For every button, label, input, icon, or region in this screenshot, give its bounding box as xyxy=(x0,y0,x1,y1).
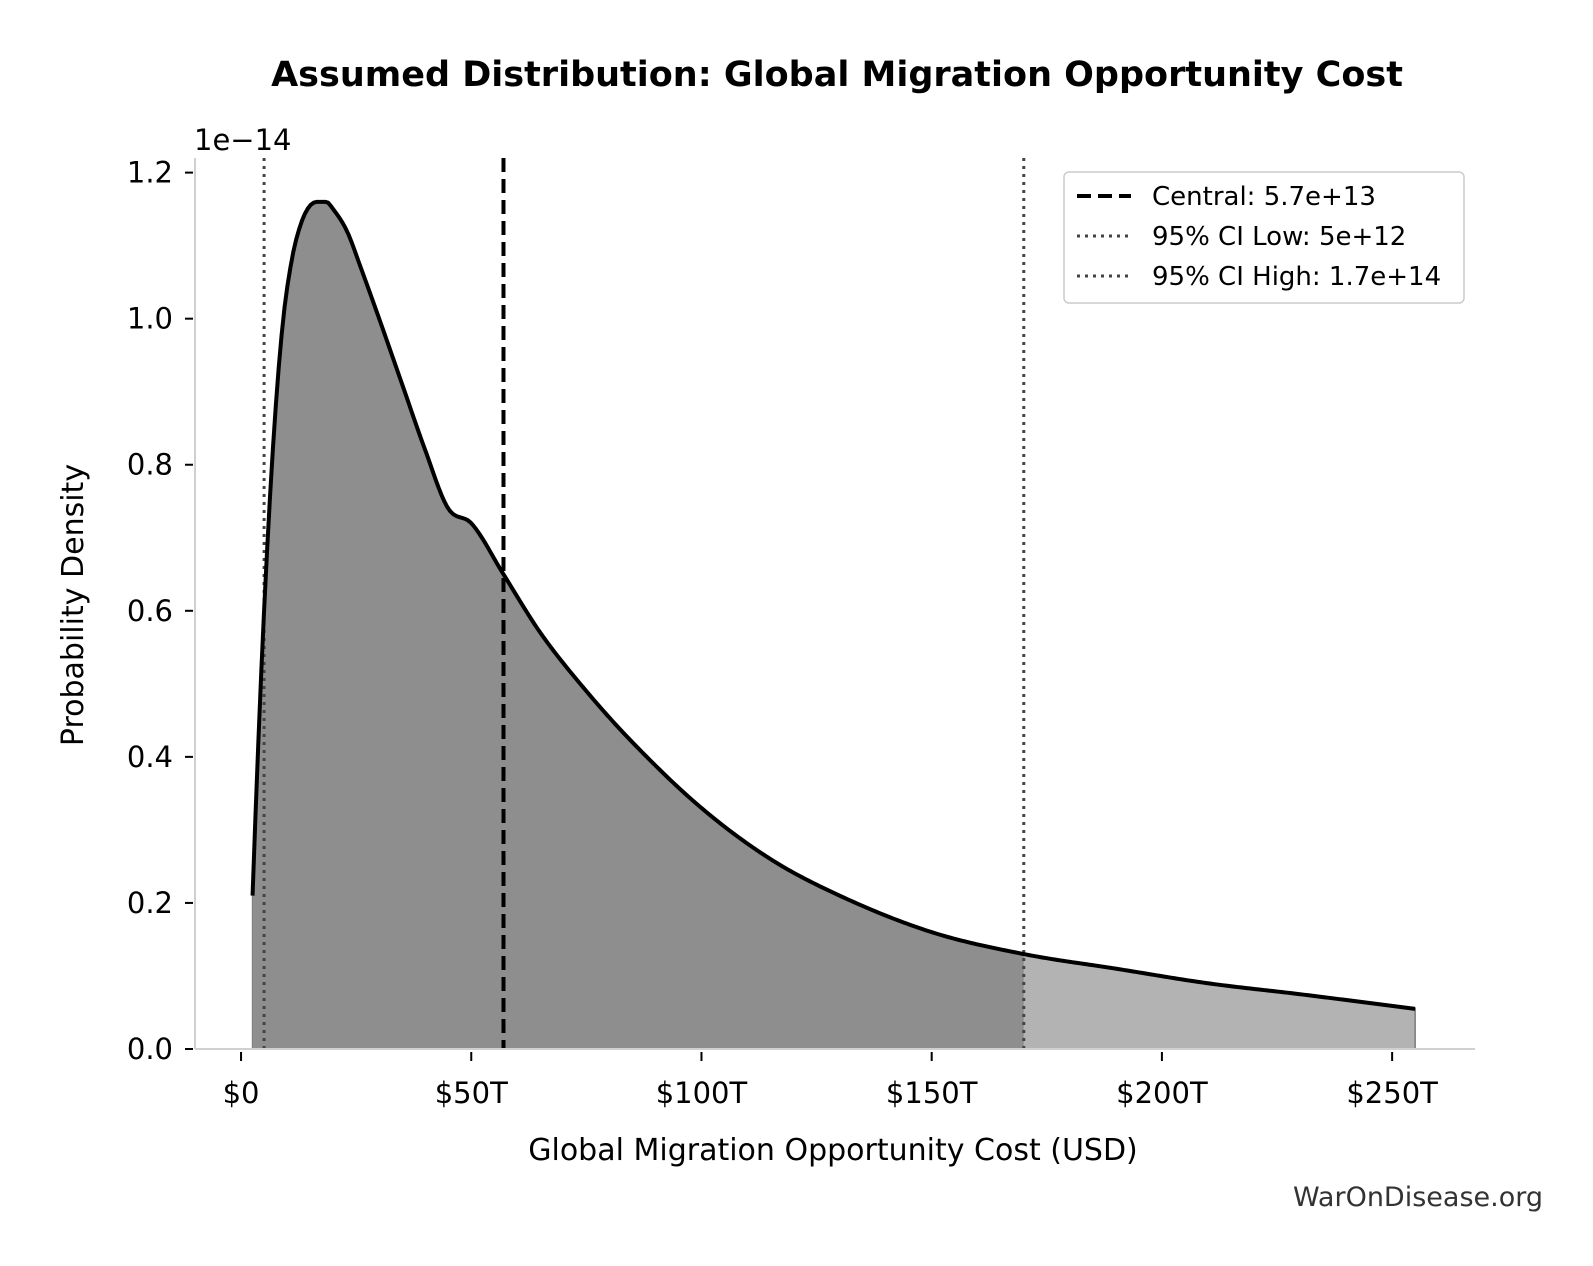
x-tick-label: $0 xyxy=(223,1076,260,1110)
x-tick-label: $50T xyxy=(435,1076,508,1110)
density-curve xyxy=(250,199,1416,1011)
x-tick-label: $200T xyxy=(1116,1076,1208,1110)
y-tick-label: 0.0 xyxy=(127,1032,173,1066)
x-axis-label: Global Migration Opportunity Cost (USD) xyxy=(528,1133,1138,1168)
legend-entries: Central: 5.7e+13 95% CI Low: 5e+12 95% CI … xyxy=(1077,182,1441,292)
y-axis-label: Probability Density xyxy=(56,464,91,746)
reference-lines xyxy=(262,158,1026,1049)
legend-label-1: 95% CI Low: 5e+12 xyxy=(1152,222,1406,252)
axes: $0 $50T $100T $150T $200T $250T 0.00.20.40.60… xyxy=(127,156,1475,1110)
legend-box xyxy=(1063,171,1465,304)
y-tick-label: 0.2 xyxy=(127,886,173,920)
legend-label-0: Central: 5.7e+13 xyxy=(1152,182,1376,212)
x-axis-ticks: $0 $50T $100T $150T $200T $250T xyxy=(223,1052,1438,1110)
credit-text: WarOnDisease.org xyxy=(1293,1182,1543,1213)
y-offset-label: 1e−14 xyxy=(194,123,292,157)
y-tick-label: 0.8 xyxy=(127,448,173,482)
y-tick-label: 0.6 xyxy=(127,594,173,628)
y-axis-ticks: 0.0 0.2 0.4 0.6 0.8 1.0 1.2 xyxy=(127,156,193,1066)
y-tick-label: 1.0 xyxy=(127,302,173,336)
y-tick-label: 1.2 xyxy=(127,156,173,190)
chart-title: Assumed Distribution: Global Migration O… xyxy=(271,55,1403,95)
legend: Central: 5.7e+13 95% CI Low: 5e+12 95% CI … xyxy=(1063,171,1465,304)
ci-area-fill xyxy=(252,201,1024,1049)
y-tick-label: 0.4 xyxy=(127,740,173,774)
x-tick-label: $100T xyxy=(656,1076,748,1110)
plot-area xyxy=(250,158,1416,1050)
x-tick-label: $250T xyxy=(1346,1076,1438,1110)
x-tick-label: $150T xyxy=(886,1076,978,1110)
legend-label-2: 95% CI High: 1.7e+14 xyxy=(1152,262,1441,292)
